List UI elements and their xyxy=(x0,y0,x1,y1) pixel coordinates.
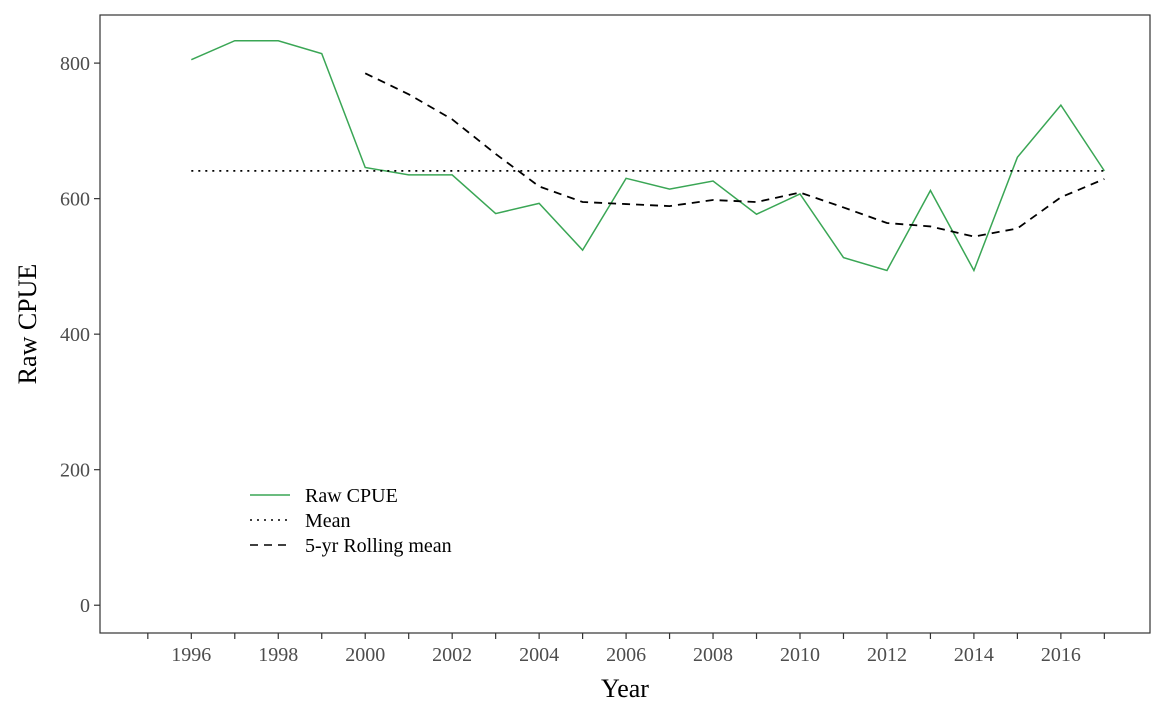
x-tick-label: 2006 xyxy=(606,644,646,666)
x-tick-label: 1998 xyxy=(258,644,298,666)
legend-label: 5-yr Rolling mean xyxy=(305,535,452,557)
line-series xyxy=(364,72,1105,238)
x-tick-label: 2004 xyxy=(519,644,559,666)
x-tick-label: 2014 xyxy=(954,644,994,666)
x-tick-label: 2012 xyxy=(867,644,907,666)
line-series xyxy=(191,40,1105,273)
x-tick-label: 2000 xyxy=(345,644,385,666)
y-tick-label: 800 xyxy=(60,53,90,75)
plot-border xyxy=(99,14,1151,634)
legend-label: Raw CPUE xyxy=(305,485,398,507)
x-tick-label: 2002 xyxy=(432,644,472,666)
x-tick-label: 2016 xyxy=(1041,644,1081,666)
y-axis-label: Raw CPUE xyxy=(13,264,42,385)
legend-label: Mean xyxy=(305,510,351,532)
y-tick-label: 600 xyxy=(60,189,90,211)
x-axis-label: Year xyxy=(601,674,649,703)
y-tick-label: 200 xyxy=(60,460,90,482)
x-tick-label: 2008 xyxy=(693,644,733,666)
x-tick-label: 1996 xyxy=(171,644,211,666)
y-tick-label: 400 xyxy=(60,324,90,346)
y-tick-label: 0 xyxy=(80,595,90,617)
x-tick-label: 2010 xyxy=(780,644,820,666)
